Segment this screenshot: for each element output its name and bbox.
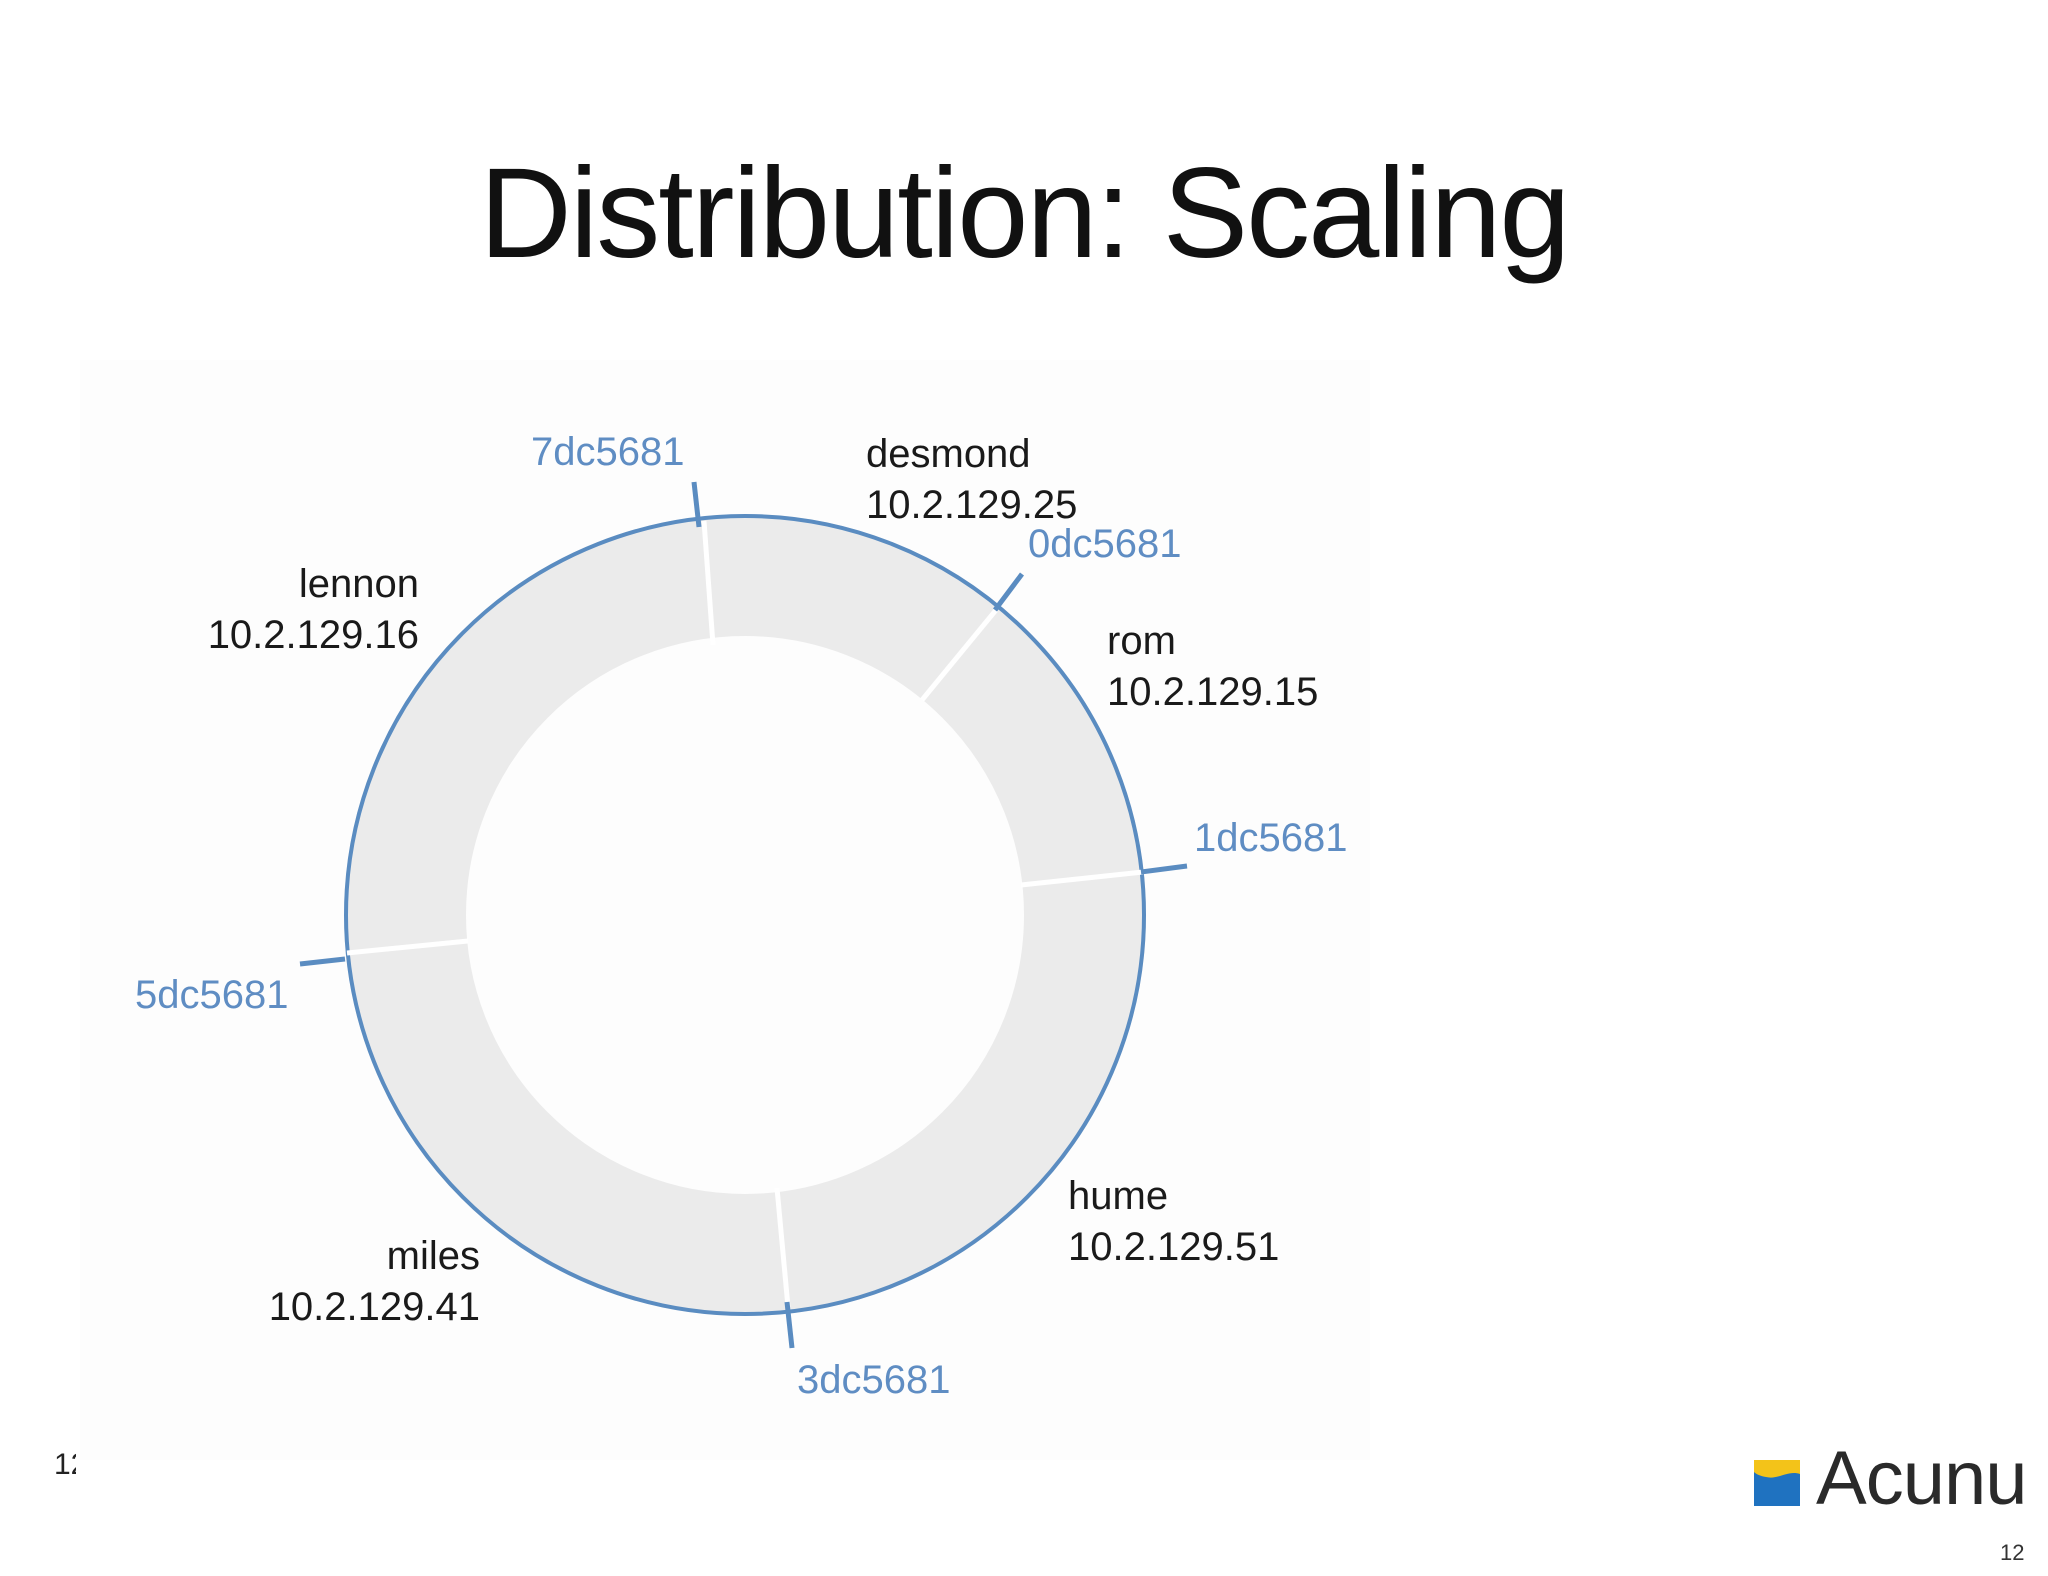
- node-ip: 10.2.129.51: [1068, 1225, 1279, 1269]
- token-label: 3dc5681: [797, 1358, 950, 1402]
- segment-divider: [346, 938, 469, 956]
- ring-band: [344, 514, 1146, 1316]
- acunu-logo-mark: [1754, 1460, 1800, 1506]
- node-name: rom: [1107, 619, 1176, 663]
- node-name: lennon: [299, 562, 419, 606]
- page-number: 12: [2000, 1540, 2025, 1565]
- segment-divider: [701, 520, 716, 646]
- token-label: 5dc5681: [135, 973, 288, 1017]
- slide-title: Distribution: Scaling: [479, 142, 1570, 285]
- token-tick: [784, 1301, 795, 1349]
- footer-slide-number-fragment: 12: [54, 1448, 76, 1481]
- ring-outline: [344, 514, 1146, 1316]
- logo-text: Acunu: [1816, 1435, 2027, 1521]
- token-tick: [299, 956, 346, 967]
- node-name: miles: [387, 1234, 480, 1278]
- node-name: hume: [1068, 1174, 1168, 1218]
- node-ip: 10.2.129.25: [866, 483, 1077, 527]
- node-name: desmond: [866, 432, 1031, 476]
- acunu-logo: Acunu: [1754, 1436, 2027, 1521]
- token-label: 0dc5681: [1028, 522, 1181, 566]
- segment-divider: [1020, 869, 1144, 888]
- token-tick: [1140, 863, 1188, 875]
- node-ip: 10.2.129.15: [1107, 670, 1318, 714]
- token-tick: [691, 481, 702, 528]
- token-tick: [993, 572, 1024, 612]
- segment-divider: [920, 608, 998, 702]
- node-ip: 10.2.129.16: [208, 613, 419, 657]
- token-label: 7dc5681: [531, 430, 684, 474]
- node-ip: 10.2.129.41: [269, 1285, 480, 1329]
- segment-divider: [774, 1187, 791, 1308]
- token-label: 1dc5681: [1194, 816, 1347, 860]
